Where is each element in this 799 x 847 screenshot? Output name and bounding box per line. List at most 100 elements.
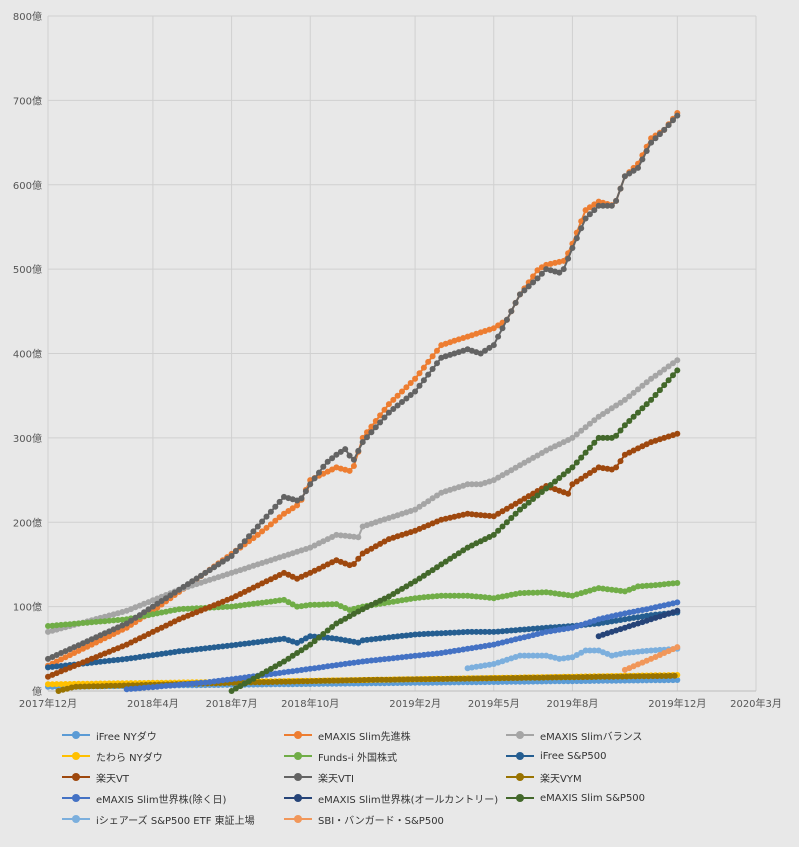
data-point xyxy=(613,197,620,204)
data-point xyxy=(298,637,305,644)
data-point xyxy=(259,528,266,535)
data-point xyxy=(307,481,314,488)
data-point xyxy=(667,672,674,679)
data-point xyxy=(538,270,545,277)
legend-label: 楽天VTI xyxy=(318,773,354,785)
data-point xyxy=(93,659,100,666)
data-point xyxy=(145,606,152,613)
data-point xyxy=(530,496,537,502)
data-point xyxy=(545,674,551,681)
data-point xyxy=(425,498,432,505)
data-point xyxy=(300,678,307,685)
y-tick-label: 700億 xyxy=(13,94,42,107)
data-point xyxy=(671,672,678,679)
data-point xyxy=(538,652,545,659)
data-point xyxy=(451,553,458,559)
data-point xyxy=(621,396,628,403)
x-tick-label: 2018年4月 xyxy=(127,697,179,710)
y-tick-label: 500億 xyxy=(13,263,42,276)
legend-item: eMAXIS Slim先進株 xyxy=(284,726,411,744)
data-point xyxy=(311,638,318,645)
data-point xyxy=(237,683,244,690)
data-point xyxy=(525,493,532,500)
data-point xyxy=(613,617,620,624)
data-point xyxy=(670,580,676,587)
data-point xyxy=(477,593,484,600)
data-point xyxy=(322,677,329,684)
data-point xyxy=(521,652,528,659)
data-point xyxy=(77,683,84,690)
data-point xyxy=(665,122,672,129)
data-point xyxy=(482,643,488,649)
data-point xyxy=(101,618,108,625)
data-point xyxy=(329,601,336,608)
data-point xyxy=(97,658,104,665)
data-point xyxy=(473,511,480,518)
data-point xyxy=(482,594,488,601)
data-point xyxy=(307,633,314,640)
data-point xyxy=(355,659,362,666)
data-point xyxy=(648,612,655,619)
data-point xyxy=(635,614,641,621)
data-point xyxy=(416,631,423,638)
data-point xyxy=(390,406,397,412)
data-point xyxy=(604,619,611,626)
data-point xyxy=(543,485,550,492)
legend-item: 楽天VTI xyxy=(284,768,354,786)
data-point xyxy=(75,620,82,627)
data-point xyxy=(473,593,480,600)
data-point xyxy=(517,506,523,513)
legend-swatch xyxy=(506,792,534,804)
data-point xyxy=(184,681,191,688)
data-point xyxy=(392,676,398,683)
data-point xyxy=(342,660,349,667)
data-point xyxy=(53,622,60,629)
data-point xyxy=(368,636,375,643)
data-point xyxy=(267,598,274,605)
data-point xyxy=(643,612,650,619)
data-point xyxy=(377,540,384,547)
data-point xyxy=(265,679,272,686)
data-point xyxy=(604,434,611,441)
data-point xyxy=(501,675,508,682)
data-point xyxy=(508,308,515,315)
data-point xyxy=(595,413,602,420)
data-point xyxy=(429,630,436,637)
data-point xyxy=(224,676,231,683)
data-point xyxy=(317,677,324,684)
data-point xyxy=(643,148,650,154)
data-point xyxy=(575,674,582,681)
data-point xyxy=(648,375,655,382)
data-point xyxy=(468,628,475,635)
data-point xyxy=(621,650,628,656)
data-point xyxy=(586,420,593,427)
data-point xyxy=(508,627,515,634)
data-point xyxy=(593,673,599,680)
data-point xyxy=(621,422,628,429)
data-point xyxy=(556,269,563,276)
x-tick-label: 2019年8月 xyxy=(547,697,599,710)
data-point xyxy=(291,678,298,685)
data-point xyxy=(399,632,405,639)
legend-label: たわら NYダウ xyxy=(96,752,163,764)
data-point xyxy=(464,481,471,488)
data-point xyxy=(193,575,200,582)
y-tick-label: 200億 xyxy=(13,516,42,529)
data-point xyxy=(267,665,274,672)
data-point xyxy=(298,667,305,673)
data-point xyxy=(400,676,407,683)
data-point xyxy=(475,675,481,682)
data-point xyxy=(645,673,652,680)
data-point xyxy=(106,617,113,624)
data-point xyxy=(656,369,663,376)
data-point xyxy=(346,452,353,459)
data-point xyxy=(460,592,467,599)
data-point xyxy=(613,402,620,409)
data-point xyxy=(582,647,589,654)
data-point xyxy=(316,634,322,641)
data-point xyxy=(385,599,392,606)
data-point xyxy=(219,558,226,565)
data-point xyxy=(600,411,606,417)
data-point xyxy=(569,434,576,441)
